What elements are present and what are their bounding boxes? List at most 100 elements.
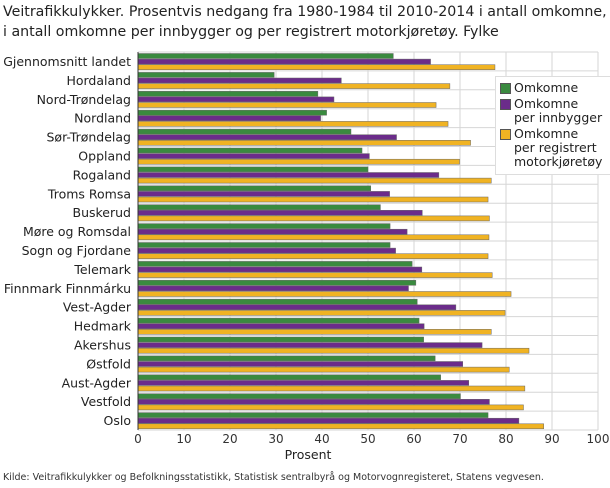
x-tick-label: 20 — [222, 432, 237, 446]
bar-1 — [137, 374, 441, 381]
bar-1 — [137, 204, 381, 210]
legend-item: Omkomne per registrert motorkjøretøy — [498, 127, 610, 169]
category-label: Hedmark — [74, 319, 132, 334]
category-label: Nord-Trøndelag — [37, 92, 131, 107]
bar-1 — [137, 109, 327, 116]
bar-2 — [137, 115, 321, 122]
bar-2 — [137, 96, 335, 103]
bar-3 — [137, 234, 490, 241]
bar-2 — [137, 417, 520, 424]
bar-2 — [137, 361, 464, 367]
bar-1 — [137, 166, 369, 173]
x-tick-label: 30 — [268, 432, 283, 446]
bar-1 — [137, 72, 275, 78]
bar-3 — [137, 310, 506, 316]
bar-2 — [137, 228, 408, 235]
category-label: Vest-Agder — [63, 300, 132, 315]
bar-3 — [137, 404, 524, 411]
bar-2 — [137, 266, 423, 273]
legend-label: Omkomne — [514, 80, 579, 95]
bar-1 — [137, 128, 352, 135]
bar-3 — [137, 102, 437, 108]
bar-3 — [137, 196, 489, 203]
legend-swatch — [500, 129, 511, 140]
bar-1 — [137, 393, 461, 399]
bar-3 — [137, 253, 489, 259]
bar-3 — [137, 158, 460, 165]
chart-title: Veitrafikkulykker. Prosentvis nedgang fr… — [3, 4, 607, 40]
bar-1 — [137, 261, 413, 267]
bar-2 — [137, 77, 342, 84]
bar-2 — [137, 285, 409, 292]
bar-2 — [137, 191, 390, 197]
bar-2 — [137, 172, 440, 178]
x-tick-label: 100 — [587, 432, 610, 446]
category-label: Akershus — [74, 337, 131, 352]
bar-2 — [137, 399, 490, 405]
bar-3 — [137, 329, 492, 335]
bar-1 — [137, 355, 436, 362]
bar-1 — [137, 91, 319, 97]
x-tick-label: 50 — [360, 432, 375, 446]
category-label: Vestfold — [81, 394, 131, 409]
bar-1 — [137, 242, 391, 248]
category-label: Oppland — [78, 148, 131, 163]
category-label: Møre og Romsdal — [23, 224, 131, 239]
bar-3 — [137, 366, 510, 373]
bar-2 — [137, 210, 423, 216]
bar-3 — [137, 121, 449, 127]
bar-1 — [137, 185, 372, 192]
bar-1 — [137, 336, 424, 343]
legend: Omkomne Omkomne per innbygger Omkomne per re… — [495, 76, 610, 175]
x-tick-label: 0 — [134, 432, 142, 446]
category-label: Sør-Trøndelag — [47, 130, 132, 145]
legend-label: Omkomne per registrert motorkjøretøy — [514, 126, 603, 169]
category-label: Hordaland — [66, 73, 131, 88]
source-note: Kilde: Veitrafikkulykker og Befolkningss… — [3, 472, 544, 483]
bar-1 — [137, 317, 420, 324]
category-label: Gjennomsnitt landet — [3, 54, 131, 69]
category-label: Troms Romsa — [47, 186, 131, 201]
category-label: Sogn og Fjordane — [22, 243, 132, 258]
x-tick-label: 80 — [498, 432, 513, 446]
bar-1 — [137, 147, 363, 154]
bar-1 — [137, 53, 394, 59]
category-label: Finnmark Finnmárku — [4, 281, 131, 296]
bar-3 — [137, 347, 530, 354]
bar-3 — [137, 83, 451, 89]
bar-3 — [137, 291, 512, 297]
legend-swatch — [500, 99, 511, 110]
category-label: Østfold — [86, 356, 131, 371]
bar-3 — [137, 140, 471, 146]
category-label: Nordland — [74, 111, 131, 126]
category-label: Oslo — [104, 413, 131, 428]
bar-3 — [137, 64, 496, 70]
category-label: Telemark — [73, 262, 131, 277]
bar-1 — [137, 280, 417, 286]
bar-2 — [137, 342, 483, 348]
x-tick-label: 40 — [314, 432, 329, 446]
bar-3 — [137, 423, 544, 430]
category-label: Buskerud — [73, 205, 132, 220]
bar-1 — [137, 412, 489, 418]
legend-swatch — [500, 83, 511, 94]
x-tick-label: 10 — [176, 432, 191, 446]
legend-item: Omkomne per innbygger — [498, 97, 610, 125]
category-label: Rogaland — [73, 167, 131, 182]
bar-3 — [137, 385, 526, 392]
bar-2 — [137, 304, 457, 311]
bar-2 — [137, 134, 397, 140]
bar-2 — [137, 323, 425, 329]
bar-1 — [137, 298, 418, 305]
bar-3 — [137, 177, 492, 184]
bar-2 — [137, 247, 396, 254]
x-axis-label: Prosent — [285, 447, 332, 462]
x-tick-label: 70 — [452, 432, 467, 446]
category-label: Aust-Agder — [62, 375, 132, 390]
bar-2 — [137, 153, 370, 159]
bar-3 — [137, 215, 490, 222]
bar-2 — [137, 380, 469, 386]
x-tick-label: 60 — [406, 432, 421, 446]
